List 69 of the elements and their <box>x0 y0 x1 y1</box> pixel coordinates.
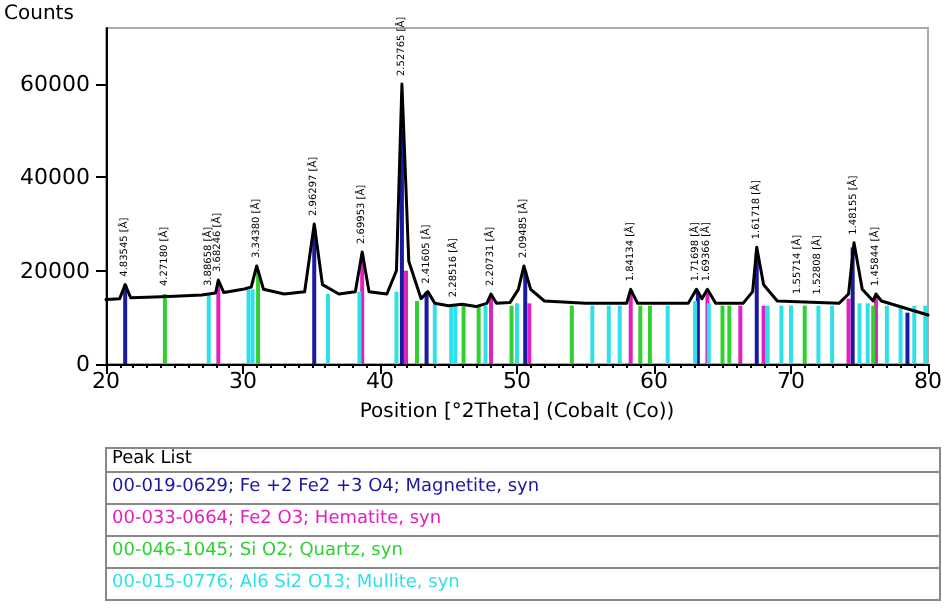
bar <box>523 270 528 364</box>
text: 00-015-0776; Al6 Si2 O13; Mullite, syn <box>112 573 460 593</box>
bar <box>432 303 437 364</box>
x-tick-label: 80 <box>914 368 942 394</box>
bar <box>590 305 595 364</box>
x-axis-title: Position [°2Theta] (Cobalt (Co)) <box>359 400 675 423</box>
y-axis-title: Counts <box>4 3 74 25</box>
bar <box>706 303 711 364</box>
bar <box>483 305 488 364</box>
x-tick-label: 40 <box>366 368 394 394</box>
bar <box>816 305 821 364</box>
bar <box>647 305 652 364</box>
bar <box>857 303 862 364</box>
bar <box>912 305 917 364</box>
bar <box>720 305 725 364</box>
bar <box>693 301 698 364</box>
y-tick-label: 20000 <box>20 257 90 284</box>
bar <box>449 305 454 364</box>
bar <box>424 291 429 364</box>
bar <box>738 305 743 364</box>
bar <box>488 296 493 364</box>
x-tick-label: 70 <box>777 368 805 394</box>
bar <box>414 301 419 364</box>
bar <box>325 294 330 364</box>
bar <box>923 305 928 364</box>
bar <box>665 305 670 364</box>
y-tick-label: 60000 <box>20 71 90 97</box>
bar <box>871 305 876 364</box>
bar <box>830 305 835 364</box>
x-tick-label: 50 <box>503 368 531 394</box>
x-tick-label: 30 <box>229 368 257 394</box>
bar <box>162 294 167 364</box>
bar <box>476 305 481 364</box>
bar <box>606 305 611 364</box>
bar <box>256 270 261 364</box>
bar <box>846 298 851 364</box>
bar <box>617 305 622 364</box>
bar <box>884 305 889 364</box>
bar <box>905 312 910 364</box>
bar <box>898 305 903 364</box>
text: 00-033-0664; Fe2 O3; Hematite, syn <box>112 509 442 529</box>
bar <box>569 305 574 364</box>
bar <box>453 305 458 364</box>
y-tick-label: 40000 <box>20 164 90 191</box>
bar <box>865 303 870 364</box>
bar <box>727 305 732 364</box>
bar <box>394 291 399 364</box>
bar <box>802 305 807 364</box>
bar <box>250 289 255 364</box>
bar <box>515 303 519 364</box>
bar <box>527 303 532 364</box>
bar <box>123 284 128 364</box>
bar <box>357 291 362 364</box>
bar <box>509 305 514 364</box>
bar <box>461 305 466 364</box>
legend-title: Peak List <box>112 449 193 469</box>
bar <box>628 291 633 364</box>
bar <box>779 305 784 364</box>
x-tick-label: 60 <box>640 368 668 394</box>
bar <box>404 270 409 364</box>
text: 00-046-1045; Si O2; Quartz, syn <box>112 541 403 561</box>
text: 00-019-0629; Fe +2 Fe2 +3 O4; Magnetite, syn <box>112 477 540 497</box>
bar <box>246 289 251 364</box>
bar <box>789 305 793 364</box>
bar <box>638 305 643 364</box>
y-tick-label: 0 <box>76 351 90 377</box>
bar <box>206 294 211 364</box>
x-tick-label: 20 <box>92 368 120 394</box>
bar <box>216 282 221 364</box>
